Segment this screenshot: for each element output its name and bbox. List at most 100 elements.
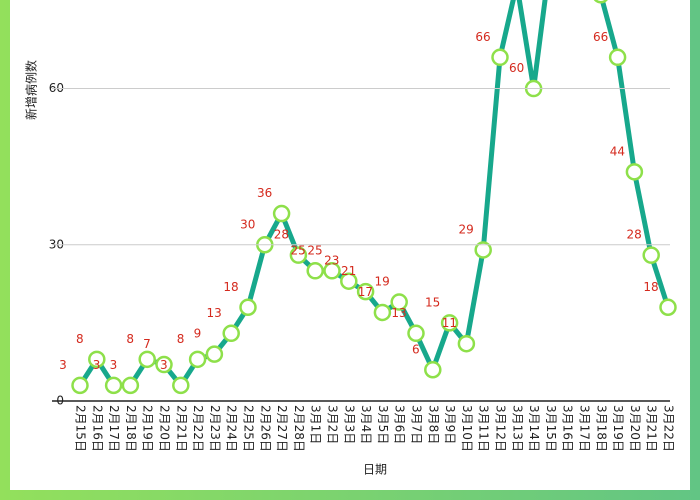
x-axis-title: 日期 <box>363 463 387 477</box>
x-tick-label: 2月26日 <box>258 405 272 452</box>
data-point <box>138 350 156 369</box>
data-point <box>373 303 392 322</box>
data-label: 7 <box>143 337 151 351</box>
data-point <box>659 298 677 317</box>
data-point <box>593 0 608 4</box>
data-point <box>222 324 240 343</box>
x-tick-label: 2月24日 <box>225 405 239 452</box>
data-point <box>121 376 140 395</box>
data-label: 3 <box>93 358 101 372</box>
data-label: 36 <box>257 186 272 200</box>
data-point <box>356 282 375 301</box>
y-axis-title: 新增病例数 <box>24 60 39 120</box>
x-tick-label: 3月9日 <box>443 405 457 444</box>
data-point <box>188 350 207 369</box>
data-label: 13 <box>391 306 406 320</box>
data-label: 3 <box>59 358 67 372</box>
x-tick-label: 3月18日 <box>594 405 608 452</box>
x-tick-label: 3月19日 <box>611 405 625 452</box>
x-tick-label: 2月21日 <box>174 405 188 452</box>
x-tick-label: 2月28日 <box>292 405 306 452</box>
data-label: 3 <box>110 358 118 372</box>
data-point <box>272 204 291 223</box>
x-tick-label: 3月14日 <box>527 405 541 452</box>
x-tick-label: 3月17日 <box>578 405 592 452</box>
data-point <box>172 376 190 395</box>
data-label: 23 <box>324 254 339 268</box>
data-label: 30 <box>240 217 255 231</box>
data-point <box>457 334 476 353</box>
data-label: 11 <box>442 316 457 330</box>
data-label: 66 <box>593 30 608 44</box>
data-point <box>239 298 257 317</box>
x-tick-label: 3月21日 <box>645 405 659 452</box>
x-tick-label: 3月15日 <box>544 405 558 452</box>
data-point <box>155 355 173 374</box>
data-label: 17 <box>358 285 373 299</box>
data-label: 3 <box>160 358 168 372</box>
x-tick-label: 2月16日 <box>90 405 104 452</box>
data-label: 21 <box>341 264 356 278</box>
data-label: 29 <box>459 222 474 236</box>
x-tick-label: 3月12日 <box>494 405 508 452</box>
x-tick-label: 3月7日 <box>410 405 424 444</box>
data-label: 6 <box>412 342 420 356</box>
data-label: 18 <box>223 280 238 294</box>
data-label: 44 <box>610 144 625 158</box>
data-label: 28 <box>274 228 289 242</box>
x-tick-label: 2月23日 <box>208 405 222 452</box>
data-label: 15 <box>425 295 440 309</box>
data-point <box>306 262 324 280</box>
data-point <box>289 246 308 264</box>
x-tick-label: 3月20日 <box>628 405 642 452</box>
data-label: 9 <box>194 327 202 341</box>
data-point <box>323 262 341 280</box>
x-tick-label: 2月27日 <box>275 405 289 452</box>
x-tick-label: 2月15日 <box>74 405 88 452</box>
data-point <box>390 293 408 311</box>
data-point <box>71 376 89 395</box>
x-tick-label: 3月13日 <box>510 405 524 452</box>
data-point <box>407 324 425 343</box>
x-tick-label: 2月22日 <box>191 405 205 452</box>
x-tick-label: 3月11日 <box>477 405 491 452</box>
x-tick-label: 3月22日 <box>662 405 676 452</box>
data-label: 28 <box>627 228 642 242</box>
data-label: 13 <box>207 306 222 320</box>
x-tick-label: 3月3日 <box>342 405 356 444</box>
x-tick-label: 3月1日 <box>309 405 323 444</box>
x-tick-label: 3月8日 <box>426 405 440 444</box>
x-tick-label: 3月4日 <box>359 405 373 444</box>
data-label: 60 <box>509 61 524 75</box>
x-tick-label: 2月19日 <box>141 405 155 452</box>
data-point <box>340 272 358 290</box>
data-point <box>205 345 224 363</box>
data-point <box>424 361 442 379</box>
data-point <box>491 48 509 67</box>
x-tick-label: 2月20日 <box>158 405 172 452</box>
data-label: 8 <box>76 332 84 346</box>
data-point <box>474 241 492 259</box>
data-label: 25 <box>291 243 306 257</box>
x-tick-label: 3月5日 <box>376 405 390 444</box>
x-tick-label: 3月16日 <box>561 405 575 452</box>
x-tick-label: 2月17日 <box>107 405 121 452</box>
x-tick-label: 2月25日 <box>242 405 256 452</box>
data-label: 18 <box>643 280 658 294</box>
x-tick-label: 3月6日 <box>393 405 407 444</box>
data-label: 25 <box>307 243 322 257</box>
data-point <box>608 48 627 67</box>
data-label: 8 <box>177 332 185 346</box>
data-label: 66 <box>475 30 490 44</box>
data-point <box>625 163 644 181</box>
data-label: 19 <box>375 275 390 289</box>
data-point <box>642 246 660 264</box>
x-tick-label: 3月2日 <box>326 405 340 444</box>
x-tick-label: 2月18日 <box>124 405 138 452</box>
data-point <box>440 314 459 332</box>
data-point <box>104 376 123 395</box>
data-point <box>88 350 106 369</box>
data-label: 8 <box>126 332 134 346</box>
